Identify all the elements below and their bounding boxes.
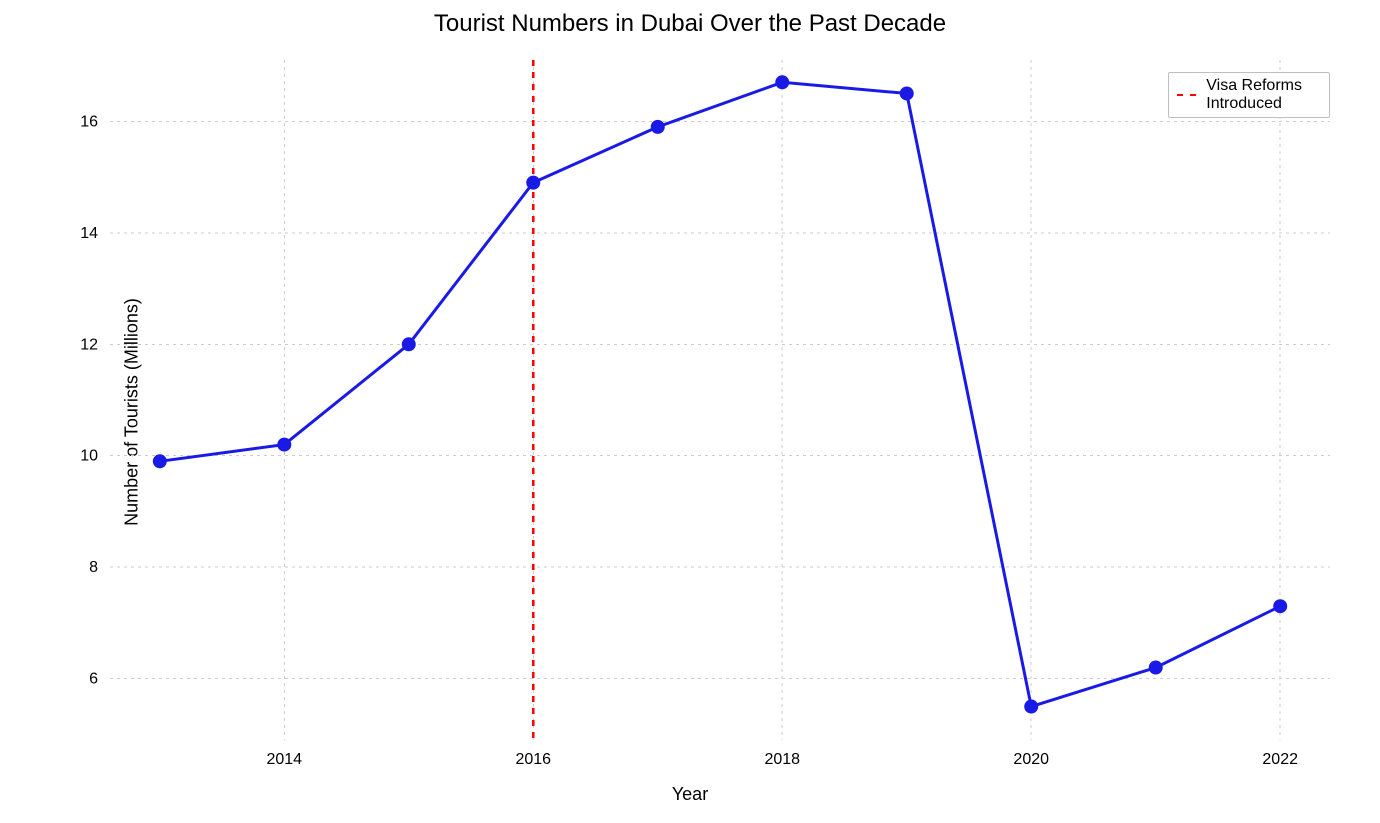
x-tick-label: 2018 xyxy=(764,751,800,768)
y-tick-label: 14 xyxy=(80,225,98,242)
x-tick-label: 2014 xyxy=(266,751,302,768)
legend: Visa Reforms Introduced xyxy=(1168,72,1330,118)
y-ticks: 6 8 10 12 14 16 xyxy=(80,113,98,687)
x-ticks: 2014 2016 2018 2020 2022 xyxy=(266,751,1298,768)
data-point xyxy=(775,75,789,89)
chart-title: Tourist Numbers in Dubai Over the Past D… xyxy=(0,10,1380,38)
plot-svg: 6810121416 20142016201820202022 xyxy=(110,60,1330,740)
data-point xyxy=(153,454,167,468)
data-point xyxy=(1149,661,1163,675)
data-point xyxy=(277,438,291,452)
y-tick-label: 12 xyxy=(80,336,98,353)
data-markers xyxy=(153,75,1287,713)
data-point xyxy=(651,120,665,134)
data-point xyxy=(900,86,914,100)
grid xyxy=(110,60,1330,740)
x-tick-label: 2022 xyxy=(1262,751,1298,768)
legend-swatch xyxy=(1177,94,1196,96)
data-point xyxy=(1273,599,1287,613)
y-tick-label: 10 xyxy=(80,448,98,465)
y-tick-label: 6 xyxy=(89,671,98,688)
legend-label: Visa Reforms Introduced xyxy=(1206,77,1319,113)
line-chart: Tourist Numbers in Dubai Over the Past D… xyxy=(0,0,1380,823)
x-tick-label: 2020 xyxy=(1013,751,1049,768)
data-point xyxy=(526,176,540,190)
data-point xyxy=(402,337,416,351)
data-point xyxy=(1024,700,1038,714)
x-tick-label: 2016 xyxy=(515,751,551,768)
x-axis-label: Year xyxy=(0,784,1380,805)
y-tick-label: 8 xyxy=(89,559,98,576)
plot-area: 6810121416 20142016201820202022 Visa Ref… xyxy=(110,60,1330,740)
data-line xyxy=(160,82,1280,706)
y-tick-label: 16 xyxy=(80,113,98,130)
